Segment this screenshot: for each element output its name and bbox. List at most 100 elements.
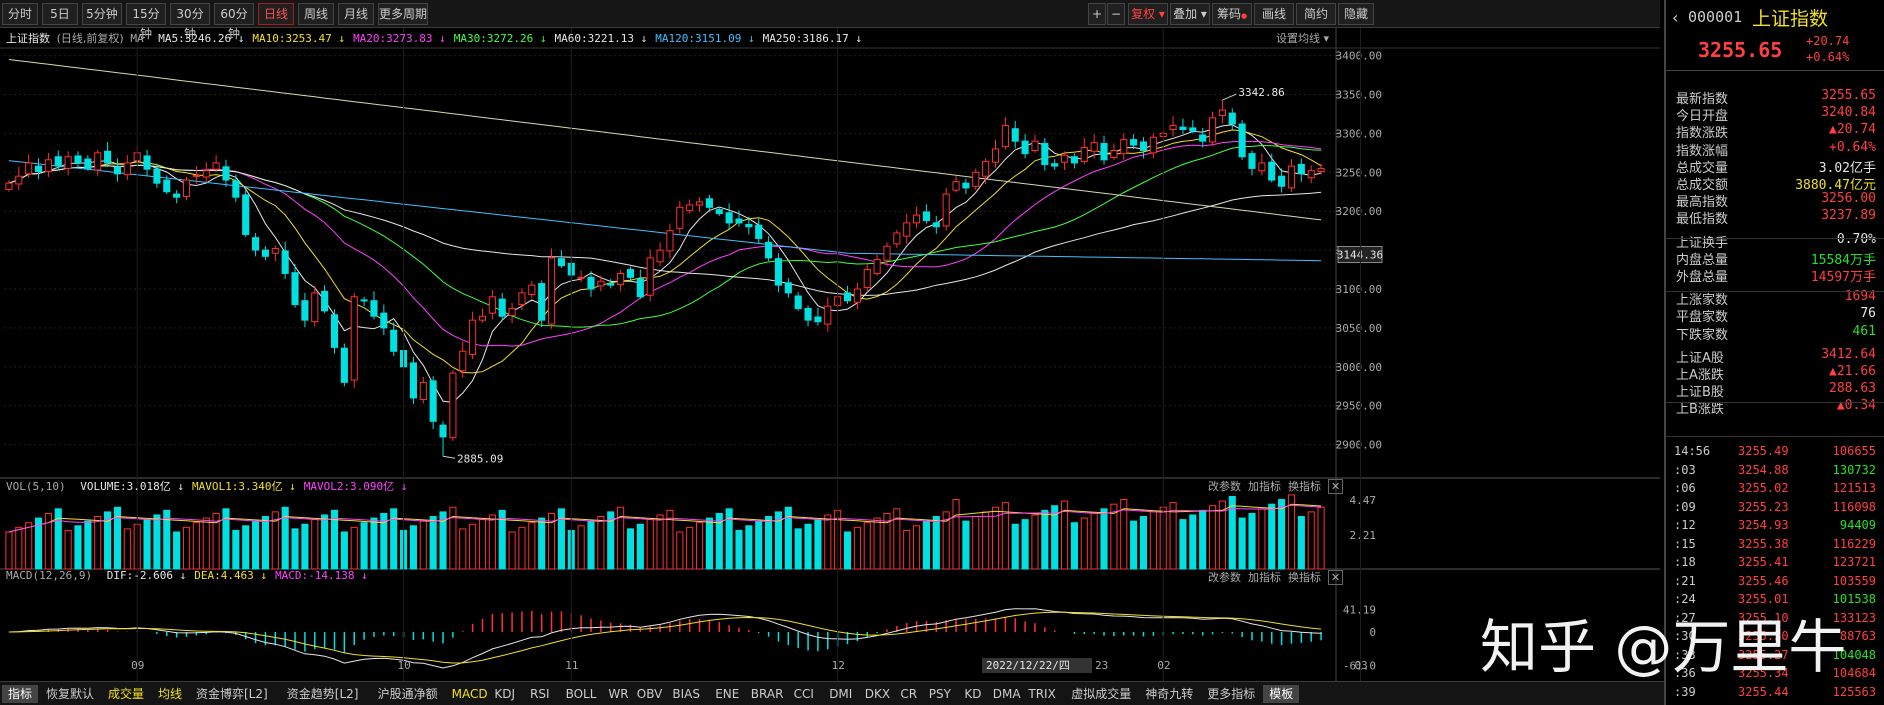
low-price-label: 2885.09 xyxy=(457,452,503,465)
toolbar-2-button[interactable]: 筹码● xyxy=(1212,3,1252,25)
toolbar-3-button[interactable]: 画线 xyxy=(1254,3,1294,25)
kline-chart[interactable]: 3400.003350.003300.003250.003200.003150.… xyxy=(0,28,1660,681)
price-change: +20.74 xyxy=(1806,34,1850,48)
macd-change-param-button[interactable]: 改参数 xyxy=(1208,571,1241,584)
indicator-tab-11[interactable]: WR xyxy=(608,687,629,701)
vol-close-icon[interactable]: ✕ xyxy=(1328,479,1344,494)
candle xyxy=(1199,134,1207,142)
indicator-tab-5[interactable]: 资金趋势[L2] xyxy=(286,687,359,701)
period-2-button[interactable]: 5分钟 xyxy=(82,3,122,25)
indicator-tab-10[interactable]: BOLL xyxy=(565,687,597,701)
tick-volume: 88763 xyxy=(1839,629,1876,643)
volume-bar xyxy=(932,516,940,570)
indicator-tab-12[interactable]: OBV xyxy=(636,687,663,701)
indicator-tab-23[interactable]: TRIX xyxy=(1028,687,1056,701)
volume-bar xyxy=(873,517,881,570)
indicator-tab-22[interactable]: DMA xyxy=(992,687,1021,701)
macd-values: DIF:-2.606 ↓ DEA:4.463 ↓ MACD:-14.138 ↓ xyxy=(99,569,368,582)
volume-bar xyxy=(982,511,990,570)
candle xyxy=(439,424,447,438)
candle xyxy=(1189,127,1197,132)
stat-value: 3240.84 xyxy=(1821,105,1876,121)
y-tick-label: 3000.00 xyxy=(1336,361,1382,374)
stat-row: 上证A股 3412.64 xyxy=(1676,347,1876,368)
period-6-button[interactable]: 日线 xyxy=(258,3,294,25)
volume-bar xyxy=(883,512,891,570)
period-7-button[interactable]: 周线 xyxy=(298,3,334,25)
volume-title: VOL(5,10) xyxy=(6,480,66,493)
period-3-button[interactable]: 15分钟 xyxy=(126,3,166,41)
tick-row: :24 3255.01 101538 xyxy=(1666,590,1884,610)
indicator-tab-9[interactable]: RSI xyxy=(530,687,550,701)
volume-bar xyxy=(350,526,358,570)
indicator-tab-4[interactable]: 资金博弈[L2] xyxy=(196,687,268,701)
candle xyxy=(735,218,743,224)
toolbar-4-button[interactable]: 简约 xyxy=(1296,3,1336,25)
high-price-label: 3342.86 xyxy=(1238,86,1284,99)
period-5-button[interactable]: 60分钟 xyxy=(214,3,254,41)
tick-volume: 133123 xyxy=(1832,610,1876,625)
indicator-tab-14[interactable]: ENE xyxy=(715,687,740,701)
indicator-tab-15[interactable]: BRAR xyxy=(750,687,784,701)
vol-change-param-button[interactable]: 改参数 xyxy=(1208,480,1241,493)
candle xyxy=(113,166,122,175)
indicator-tab-2[interactable]: 成交量 xyxy=(108,687,145,701)
candle xyxy=(715,209,723,215)
candle xyxy=(883,245,891,261)
stat-value: 3255.65 xyxy=(1821,88,1876,103)
tick-row: :36 3255.34 104684 xyxy=(1666,664,1884,684)
vol-add-indicator-button[interactable]: 加指标 xyxy=(1248,480,1281,493)
zoom-out-button[interactable]: − xyxy=(1107,3,1125,25)
macd-add-indicator-button[interactable]: 加指标 xyxy=(1248,571,1281,584)
volume-bar xyxy=(528,522,536,570)
dif-line xyxy=(8,608,1322,669)
indicator-tab-0[interactable]: 指标 xyxy=(2,685,39,703)
indicator-tab-18[interactable]: DKX xyxy=(864,687,891,701)
macd-switch-indicator-button[interactable]: 换指标 xyxy=(1288,571,1321,584)
indicator-tab-19[interactable]: CR xyxy=(900,687,918,701)
ma-settings-button[interactable]: 设置均线 ▾ xyxy=(1276,32,1330,45)
macd-y-tick-label: -61.0 xyxy=(1343,660,1376,673)
candle xyxy=(1080,146,1088,162)
volume-bar xyxy=(1031,514,1039,570)
stat-row: 上证B股 288.63 xyxy=(1676,381,1876,402)
period-8-button[interactable]: 月线 xyxy=(338,3,374,25)
arrow-down-icon: ↓ xyxy=(741,32,755,45)
candle xyxy=(469,319,477,355)
period-4-button[interactable]: 30分钟 xyxy=(170,3,210,41)
indicator-tab-1[interactable]: 恢复默认 xyxy=(46,687,95,701)
candle xyxy=(1268,161,1276,181)
arrow-down-icon: ↓ xyxy=(331,32,346,45)
toolbar-5-button[interactable]: 隐藏 xyxy=(1338,3,1374,25)
volume-bar xyxy=(1278,499,1286,570)
stock-name: 上证指数 xyxy=(1752,8,1829,30)
indicator-tab-26[interactable]: 更多指标 xyxy=(1207,687,1256,701)
candle xyxy=(1149,136,1157,154)
indicator-tab-27[interactable]: 模板 xyxy=(1263,685,1300,703)
candle xyxy=(557,258,565,267)
zoom-in-button[interactable]: + xyxy=(1088,3,1106,25)
indicator-tab-16[interactable]: CCI xyxy=(793,687,814,701)
period-0-button[interactable]: 分时 xyxy=(2,3,38,25)
tick-row: :06 3255.02 121513 xyxy=(1666,479,1884,499)
indicator-tab-8[interactable]: KDJ xyxy=(494,687,516,701)
indicator-tab-21[interactable]: KD xyxy=(964,687,982,701)
indicator-tab-24[interactable]: 虚拟成交量 xyxy=(1071,687,1132,701)
period-9-button[interactable]: 更多周期 xyxy=(378,3,428,25)
vol-switch-indicator-button[interactable]: 换指标 xyxy=(1288,480,1321,493)
macd-close-icon[interactable]: ✕ xyxy=(1328,570,1344,585)
indicator-tab-20[interactable]: PSY xyxy=(928,687,951,701)
period-1-button[interactable]: 5日 xyxy=(42,3,78,25)
toolbar-1-button[interactable]: 叠加 ▾ xyxy=(1170,3,1210,25)
toolbar-0-button[interactable]: 复权 ▾ xyxy=(1128,3,1168,25)
indicator-tab-3[interactable]: 均线 xyxy=(158,687,183,701)
indicator-tab-6[interactable]: 沪股通净额 xyxy=(377,687,438,701)
indicator-tab-13[interactable]: BIAS xyxy=(672,687,700,701)
indicator-tab-7[interactable]: MACD xyxy=(451,687,488,701)
dea-line xyxy=(8,611,1322,664)
panel-expand-icon[interactable]: ‹ xyxy=(1672,8,1679,27)
candle xyxy=(449,372,457,439)
indicator-tab-17[interactable]: DMI xyxy=(829,687,853,701)
volume-bar xyxy=(143,519,151,570)
indicator-tab-25[interactable]: 神奇九转 xyxy=(1145,687,1194,701)
